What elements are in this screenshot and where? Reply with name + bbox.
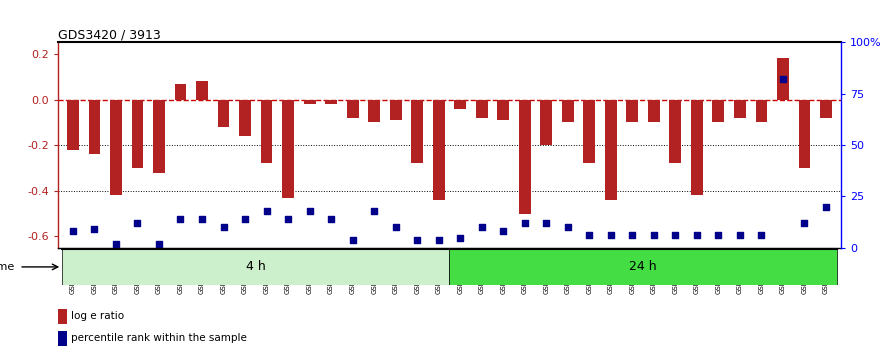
Point	[389, 224, 403, 230]
Point	[238, 216, 252, 222]
Point	[281, 216, 295, 222]
Text: percentile rank within the sample: percentile rank within the sample	[70, 333, 247, 343]
Bar	[390, 99, 401, 120]
Bar	[798, 99, 811, 168]
Point	[474, 224, 489, 230]
Point	[195, 216, 209, 222]
Text: GDS3420 / 3913: GDS3420 / 3913	[58, 28, 160, 41]
Bar	[476, 99, 488, 118]
Point	[518, 220, 532, 226]
Point	[66, 229, 80, 234]
Point	[260, 208, 274, 214]
Bar	[756, 99, 767, 122]
Point	[410, 237, 425, 242]
Text: 4 h: 4 h	[246, 261, 266, 273]
Bar	[58, 331, 67, 346]
Point	[324, 216, 338, 222]
Bar	[218, 99, 230, 127]
Bar	[58, 309, 67, 324]
Bar	[627, 99, 638, 122]
Bar	[282, 99, 294, 198]
Bar	[174, 84, 186, 99]
Bar	[498, 99, 509, 120]
Bar	[454, 99, 466, 109]
Point	[561, 224, 575, 230]
Bar	[669, 99, 681, 164]
Point	[539, 220, 554, 226]
Point	[109, 241, 123, 246]
Bar	[239, 99, 251, 136]
Bar	[261, 99, 272, 164]
Bar	[713, 99, 724, 122]
Point	[690, 233, 704, 238]
Point	[647, 233, 661, 238]
Bar	[196, 81, 208, 99]
Point	[303, 208, 317, 214]
Point	[87, 227, 101, 232]
Bar	[820, 99, 832, 118]
Point	[496, 229, 510, 234]
Point	[732, 233, 747, 238]
Bar	[153, 99, 165, 172]
Bar	[132, 99, 143, 168]
Bar	[110, 99, 122, 195]
Bar	[734, 99, 746, 118]
Bar	[325, 99, 337, 104]
Text: log e ratio: log e ratio	[70, 312, 124, 321]
Bar	[605, 99, 617, 200]
Bar	[648, 99, 659, 122]
Text: time: time	[0, 262, 15, 272]
Bar	[433, 99, 445, 200]
Bar	[62, 249, 449, 285]
Point	[432, 237, 446, 242]
Point	[152, 241, 166, 246]
Point	[625, 233, 639, 238]
Point	[819, 204, 833, 210]
Bar	[449, 249, 837, 285]
Bar	[67, 99, 79, 150]
Point	[797, 220, 812, 226]
Bar	[691, 99, 703, 195]
Bar	[347, 99, 359, 118]
Bar	[777, 58, 789, 99]
Point	[711, 233, 725, 238]
Point	[453, 235, 467, 240]
Bar	[303, 99, 316, 104]
Point	[130, 220, 144, 226]
Bar	[540, 99, 552, 145]
Point	[582, 233, 596, 238]
Point	[216, 224, 231, 230]
Point	[755, 233, 769, 238]
Bar	[368, 99, 380, 122]
Bar	[411, 99, 423, 164]
Point	[174, 216, 188, 222]
Point	[603, 233, 618, 238]
Bar	[562, 99, 574, 122]
Text: 24 h: 24 h	[629, 261, 657, 273]
Bar	[519, 99, 530, 213]
Bar	[88, 99, 101, 154]
Point	[345, 237, 360, 242]
Point	[367, 208, 381, 214]
Bar	[583, 99, 595, 164]
Point	[776, 76, 790, 82]
Point	[668, 233, 683, 238]
